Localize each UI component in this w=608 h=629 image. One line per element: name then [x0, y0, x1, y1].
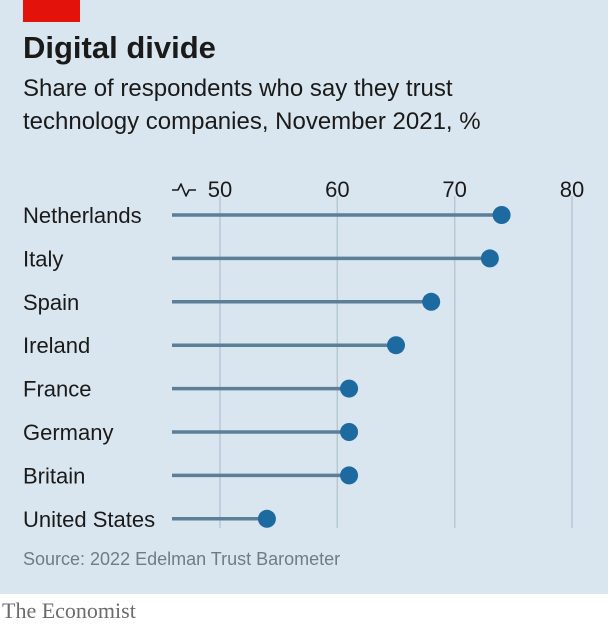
chart-panel — [0, 0, 608, 594]
x-tick-label: 50 — [208, 177, 232, 202]
data-point — [492, 206, 511, 224]
brand-tab — [23, 0, 80, 22]
data-point — [340, 379, 359, 398]
x-tick-label: 60 — [325, 177, 349, 202]
axis-break-icon — [172, 183, 196, 197]
data-point — [480, 249, 499, 268]
data-point — [340, 423, 359, 441]
country-label: Netherlands — [23, 203, 142, 228]
country-label: Ireland — [23, 333, 90, 358]
chart-subtitle: Share of respondents who say they trust … — [23, 72, 481, 138]
country-label: Germany — [23, 420, 113, 445]
data-point — [340, 466, 359, 485]
source-note: Source: 2022 Edelman Trust Barometer — [23, 549, 341, 569]
publisher-logo: The Economist — [2, 598, 136, 623]
country-label: Italy — [23, 246, 63, 271]
chart-title: Digital divide — [23, 30, 216, 65]
country-label: Spain — [23, 290, 79, 315]
data-point — [257, 509, 276, 528]
data-point — [387, 336, 405, 355]
country-label: Britain — [23, 463, 85, 488]
data-point — [422, 292, 441, 311]
country-label: United States — [23, 507, 155, 532]
x-tick-label: 70 — [442, 177, 466, 202]
subtitle-line: technology companies, November 2021, % — [23, 108, 481, 135]
x-tick-label: 80 — [560, 177, 584, 202]
dot-plot: 50 60 70 80 Netherlands Italy Spain Ireland Fran… — [23, 177, 584, 532]
subtitle-line: Share of respondents who say they trust — [23, 75, 453, 102]
country-label: France — [23, 377, 91, 402]
